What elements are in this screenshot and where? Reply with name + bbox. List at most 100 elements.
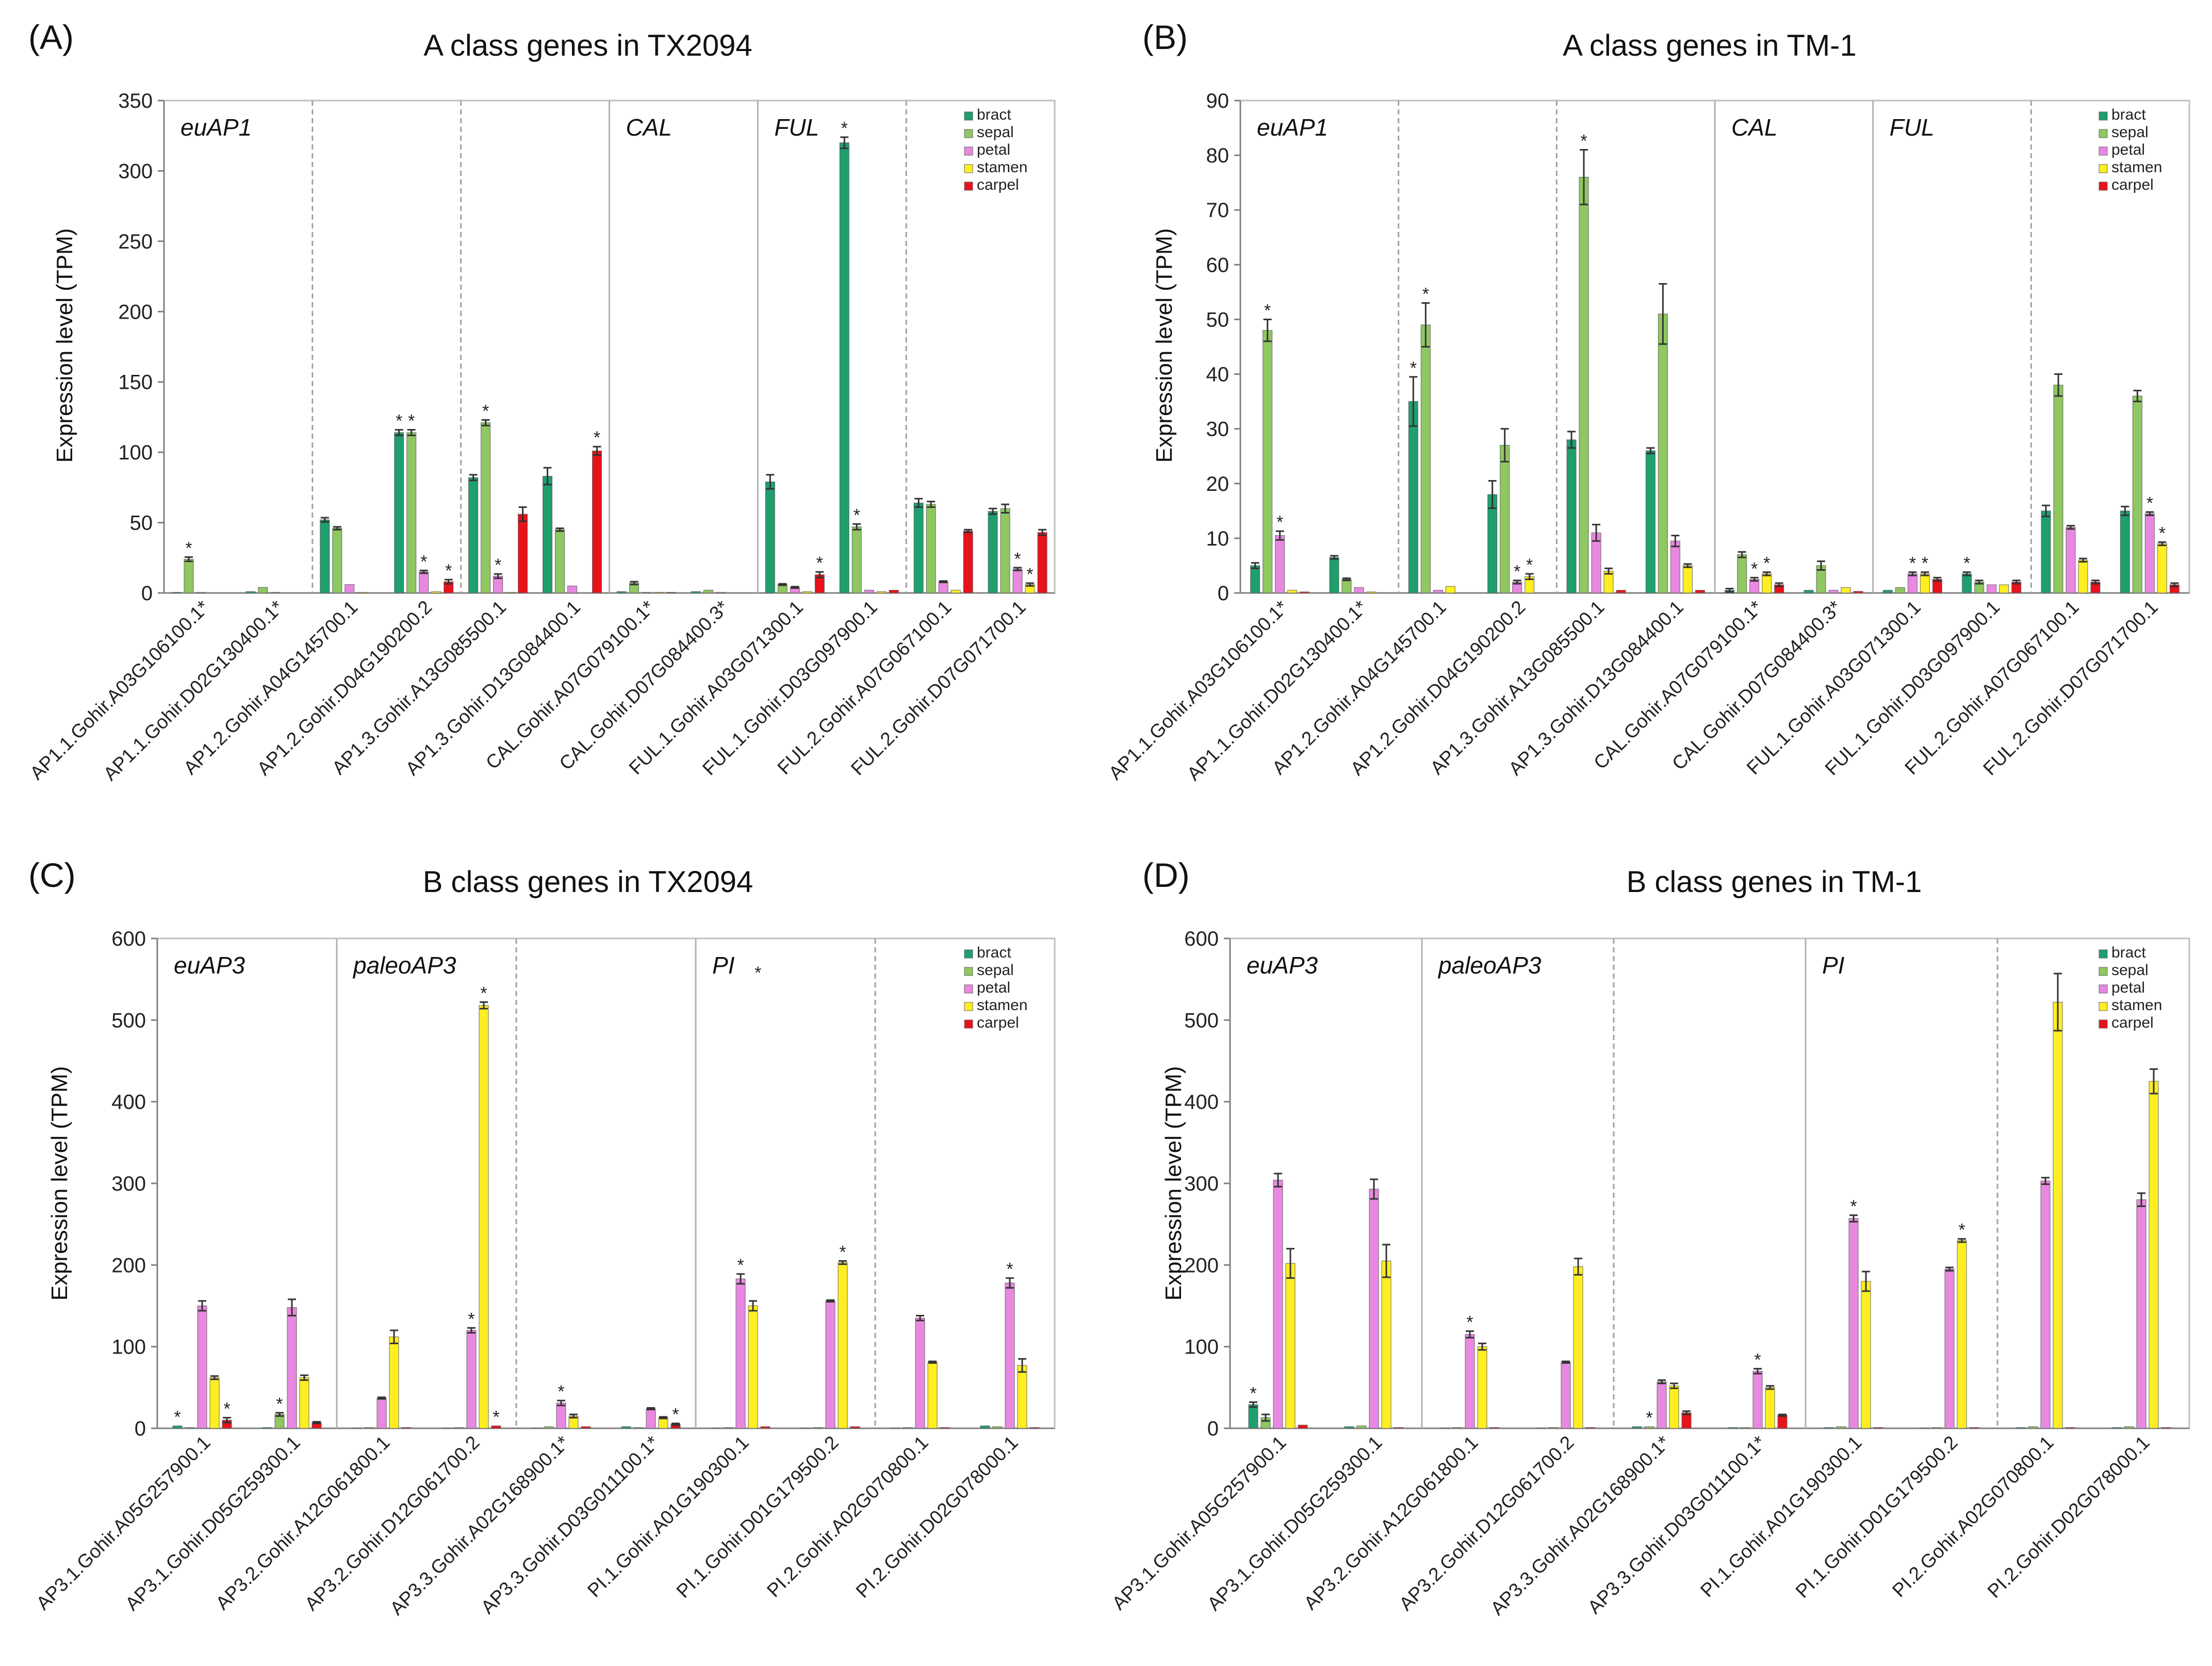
significance-star: * (493, 1407, 499, 1427)
bar-sepal (703, 590, 713, 593)
chart-title: A class genes in TX2094 (423, 29, 752, 62)
bar-stamen (1762, 573, 1772, 593)
legend-swatch-carpel (2099, 182, 2108, 191)
group-label: PI (712, 952, 735, 979)
significance-star: * (841, 119, 848, 138)
category-label: AP3.2.Gohir.D12G061700.2 (301, 1432, 484, 1615)
bar-petal (1465, 1334, 1475, 1429)
y-tick-label: 250 (118, 230, 153, 253)
legend-swatch-sepal (964, 129, 973, 138)
bar-sepal (2132, 395, 2142, 593)
bar-petal (419, 571, 429, 593)
y-axis-label: Expression level (TPM) (47, 1066, 72, 1301)
bar-bract (2016, 1427, 2026, 1429)
y-tick-label: 60 (1206, 254, 1230, 276)
group-label: CAL (626, 114, 672, 141)
group-label-star: * (755, 963, 761, 983)
category-label: AP3.1.Gohir.A05G257900.1 (32, 1432, 214, 1614)
bar-sepal (332, 527, 342, 593)
legend-swatch-stamen (2099, 1002, 2108, 1011)
significance-star: * (854, 505, 860, 525)
y-tick-label: 600 (111, 928, 146, 950)
legend-swatch-stamen (2099, 164, 2108, 173)
legend-label-stamen: stamen (2111, 997, 2162, 1014)
bar-stamen (876, 591, 887, 593)
significance-star: * (420, 552, 427, 571)
legend-label-stamen: stamen (977, 997, 1027, 1014)
bar-bract (1408, 401, 1418, 593)
significance-star: * (2147, 493, 2153, 513)
bar-bract (245, 591, 256, 593)
bar-stamen (1999, 584, 2009, 593)
bar-carpel (760, 1426, 771, 1429)
y-tick-label: 200 (118, 301, 153, 323)
bar-carpel (1969, 1427, 1979, 1429)
bar-sepal (544, 1426, 554, 1429)
group-label: CAL (1731, 114, 1777, 141)
significance-star: * (223, 1399, 230, 1418)
bar-carpel (518, 514, 528, 593)
category-label: CAL.Gohir.A07G079100.1* (1590, 597, 1766, 773)
bar-sepal (364, 1427, 374, 1429)
bar-sepal (1420, 324, 1431, 593)
bar-sepal (481, 422, 491, 593)
legend-label-carpel: carpel (977, 1014, 1019, 1031)
significance-star: * (1958, 1220, 1965, 1240)
y-tick-label: 100 (111, 1336, 146, 1359)
bar-stamen (505, 592, 516, 593)
significance-star: * (1763, 554, 1770, 573)
bar-stamen (431, 591, 441, 593)
bar-stamen (1017, 1365, 1027, 1429)
significance-star: * (408, 411, 415, 431)
significance-star: * (185, 538, 192, 558)
bar-carpel (1873, 1427, 1883, 1429)
bar-sepal (633, 1427, 644, 1429)
bar-petal (915, 1317, 925, 1429)
legend-label-stamen: stamen (977, 159, 1027, 176)
significance-star: * (1014, 549, 1021, 569)
bar-sepal (1263, 330, 1273, 593)
bar-carpel (1616, 590, 1626, 593)
bar-stamen (2157, 543, 2167, 593)
bar-stamen (1285, 1263, 1296, 1429)
y-tick-label: 200 (1184, 1254, 1219, 1277)
significance-star: * (1909, 554, 1916, 573)
bar-stamen (1445, 586, 1455, 593)
bar-carpel (1394, 1427, 1404, 1429)
bar-bract (394, 432, 404, 593)
y-tick-label: 50 (1206, 308, 1230, 331)
bar-stamen (1477, 1346, 1487, 1429)
category-label: PI.1.Gohir.D01G179500.2 (1792, 1432, 1962, 1602)
bar-bract (1882, 590, 1893, 593)
bar-sepal (258, 587, 268, 593)
legend-label-carpel: carpel (977, 176, 1019, 193)
y-tick-label: 300 (118, 160, 153, 183)
bar-bract (2111, 1427, 2122, 1429)
y-tick-label: 500 (111, 1009, 146, 1032)
bar-stamen (479, 1005, 489, 1429)
bar-stamen (802, 591, 812, 593)
bar-sepal (185, 1427, 195, 1429)
chart-title: B class genes in TX2094 (423, 865, 753, 899)
category-label: AP3.3.Gohir.D03G011100.1* (1584, 1432, 1770, 1618)
y-tick-label: 600 (1184, 928, 1219, 950)
bar-bract (468, 477, 479, 593)
legend-swatch-carpel (964, 1019, 973, 1029)
bar-carpel (491, 1425, 501, 1429)
y-tick-label: 0 (1207, 1417, 1219, 1440)
chart-panel-4: (D) B class genes in TM-1 Expression level… (1108, 856, 2190, 1619)
legend-swatch-petal (2099, 146, 2108, 156)
bar-petal (556, 1403, 566, 1429)
category-label: PI.2.Gohir.A02G070800.1 (1888, 1432, 2058, 1602)
bar-stamen (2078, 559, 2088, 593)
bar-bract (2041, 510, 2051, 593)
bar-carpel (1029, 1427, 1040, 1429)
bar-carpel (581, 1426, 591, 1429)
legend-swatch-sepal (964, 967, 973, 976)
bar-petal (1848, 1218, 1859, 1429)
bar-bract (1824, 1427, 1834, 1429)
bar-petal (1275, 535, 1285, 593)
significance-star: * (1646, 1408, 1652, 1428)
significance-star: * (1276, 513, 1283, 532)
bar-sepal (1452, 1427, 1463, 1429)
